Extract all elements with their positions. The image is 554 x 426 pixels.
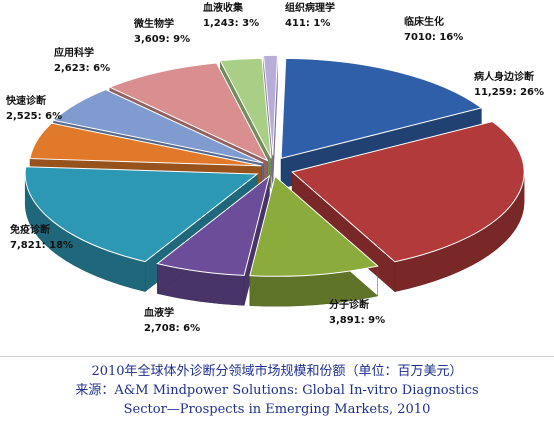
pie-chart-panel: 临床生化 7010: 16% 病人身边诊断 11,259: 26% 分子诊断 3,891:…	[0, 0, 554, 357]
slice-label-name: 分子诊断	[329, 298, 369, 311]
pie-slice	[24, 166, 259, 263]
slice-label-value: 411: 1%	[285, 18, 330, 29]
caption-source-line: 来源：A&M Mindpower Solutions: Global In-vi…	[0, 381, 554, 400]
slice-label-name: 免疫诊断	[10, 223, 50, 236]
pie-slice	[219, 57, 272, 159]
pie-slice	[280, 57, 483, 159]
slice-label-value: 3,609: 9%	[134, 34, 190, 45]
slice-label-name: 血液学	[144, 306, 174, 319]
slice-label-name: 微生物学	[133, 17, 174, 30]
figure-caption: 2010年全球体外诊断分领域市场规模和份额（单位：百万美元） 来源：A&M Mi…	[0, 362, 554, 419]
pie-slice	[263, 54, 278, 156]
pie-slice	[52, 89, 264, 164]
slice-label-value: 1,243: 3%	[203, 18, 259, 29]
caption-source-prefix: 来源：	[75, 383, 115, 398]
pie-slice	[249, 175, 379, 277]
slice-label-name: 血液收集	[203, 1, 244, 14]
slice-label-value: 7,821: 18%	[10, 240, 73, 251]
pie-slice	[156, 174, 271, 276]
slice-label-value: 2,525: 6%	[6, 111, 62, 122]
pie-slice	[291, 121, 525, 263]
pie-slice	[29, 122, 262, 167]
caption-source-text-continued: Sector—Prospects in Emerging Markets, 20…	[123, 402, 431, 417]
pie-labels: 临床生化 7010: 16% 病人身边诊断 11,259: 26% 分子诊断 3,891:…	[5, 1, 544, 334]
slice-label-value: 7010: 16%	[404, 32, 463, 43]
pie-chart: 临床生化 7010: 16% 病人身边诊断 11,259: 26% 分子诊断 3,891:…	[5, 1, 544, 334]
slice-label-name: 应用科学	[54, 46, 94, 59]
slice-label-value: 2,623: 6%	[54, 63, 110, 74]
slice-label-name: 快速诊断	[5, 94, 46, 107]
slice-label-value: 2,708: 6%	[144, 323, 200, 334]
pie-slices	[24, 54, 525, 277]
pie-slice	[108, 62, 269, 162]
slice-label-value: 11,259: 26%	[474, 87, 544, 98]
slice-label-name: 组织病理学	[285, 1, 335, 14]
slice-label-name: 临床生化	[404, 15, 444, 28]
slice-label-value: 3,891: 9%	[329, 315, 385, 326]
slice-label-name: 病人身边诊断	[474, 70, 534, 83]
caption-source-text: A&M Mindpower Solutions: Global In-vitro…	[114, 383, 479, 398]
caption-title: 2010年全球体外诊断分领域市场规模和份额（单位：百万美元）	[91, 364, 463, 379]
